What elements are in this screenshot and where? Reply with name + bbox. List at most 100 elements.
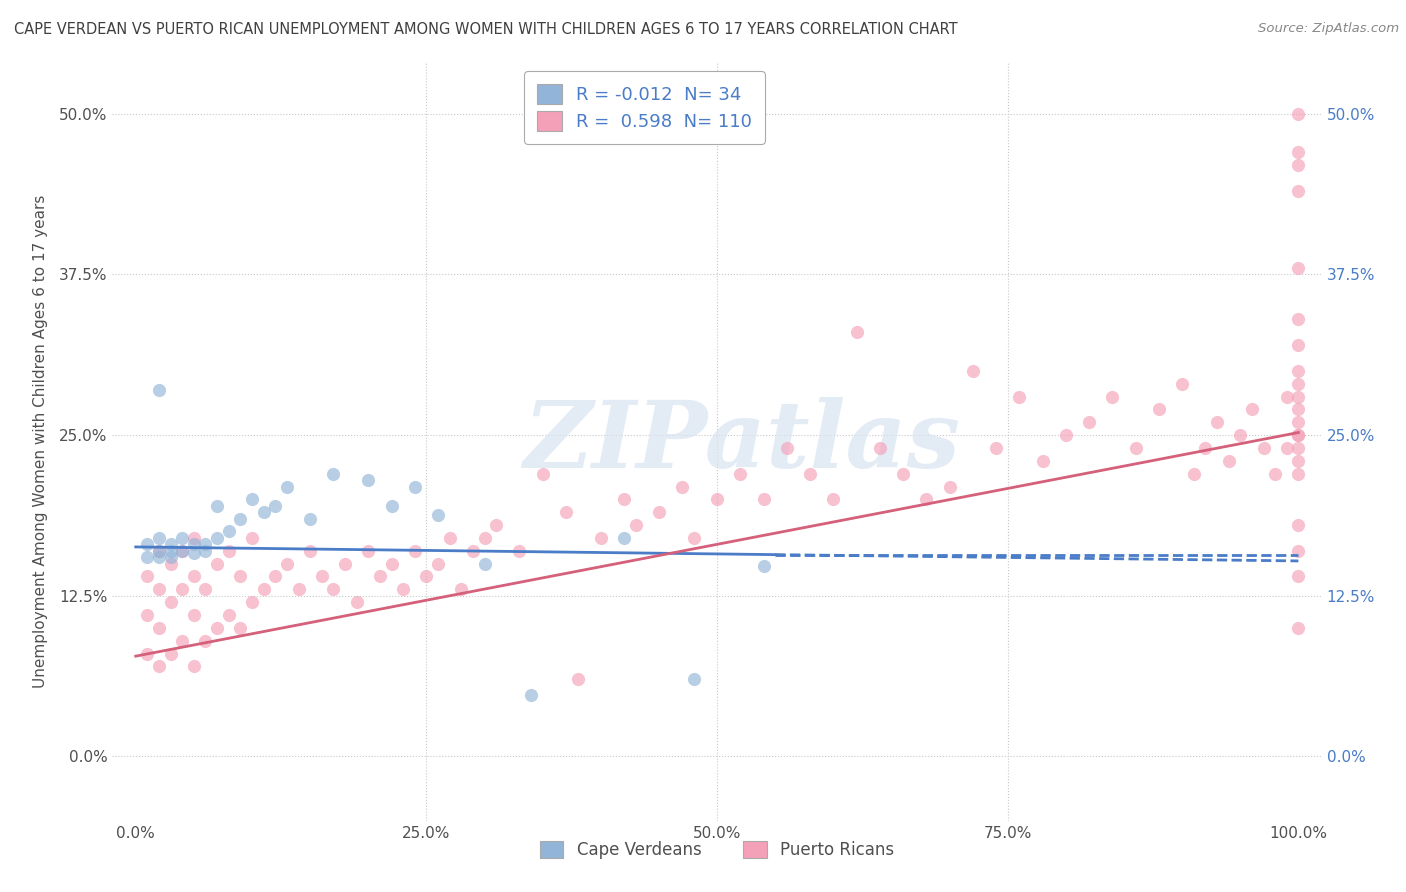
Point (1125, 441, 1147, 455)
Point (1286, 390, 1309, 404)
Point (299, 511, 322, 525)
Point (136, 537, 159, 551)
Point (136, 647, 159, 661)
Point (240, 531, 263, 545)
Point (183, 546, 205, 560)
Point (218, 543, 240, 558)
Point (183, 607, 205, 622)
Point (1286, 428, 1309, 442)
Point (287, 582, 309, 597)
Point (172, 543, 194, 558)
Point (1286, 543, 1309, 558)
Point (1286, 467, 1309, 481)
Point (148, 582, 170, 597)
Point (439, 531, 461, 545)
Point (1286, 107, 1309, 121)
Point (136, 550, 159, 565)
Point (1206, 415, 1229, 429)
Point (183, 531, 205, 545)
Point (346, 595, 368, 609)
Point (322, 582, 344, 597)
Point (159, 537, 181, 551)
Point (172, 582, 194, 597)
Point (194, 633, 217, 648)
Point (148, 659, 170, 673)
Point (624, 518, 647, 533)
Point (1229, 428, 1251, 442)
Point (567, 673, 589, 687)
Point (159, 557, 181, 571)
Point (1286, 569, 1309, 583)
Point (404, 479, 426, 493)
Point (357, 543, 380, 558)
Point (299, 543, 322, 558)
Point (1286, 338, 1309, 352)
Point (427, 508, 450, 522)
Point (1286, 428, 1309, 442)
Point (1286, 184, 1309, 198)
Point (1286, 415, 1309, 429)
Point (1286, 621, 1309, 635)
Point (1182, 467, 1205, 481)
Point (1218, 454, 1240, 468)
Point (485, 518, 508, 533)
Point (183, 659, 205, 673)
Point (148, 543, 170, 558)
Point (1286, 376, 1309, 391)
Point (823, 492, 845, 507)
Point (333, 557, 356, 571)
Point (1286, 158, 1309, 172)
Point (159, 543, 181, 558)
Point (240, 492, 263, 507)
Point (938, 479, 960, 493)
Point (148, 383, 170, 397)
Point (205, 557, 228, 571)
Point (1286, 364, 1309, 378)
Point (461, 543, 484, 558)
Point (682, 531, 704, 545)
Point (392, 582, 415, 597)
Point (845, 326, 868, 340)
Point (229, 621, 252, 635)
Point (554, 505, 576, 519)
Point (159, 550, 181, 565)
Point (474, 557, 496, 571)
Point (218, 607, 240, 622)
Y-axis label: Unemployment Among Women with Children Ages 6 to 17 years: Unemployment Among Women with Children A… (32, 194, 48, 689)
Point (706, 492, 728, 507)
Point (682, 673, 704, 687)
Point (229, 569, 252, 583)
Point (172, 543, 194, 558)
Point (1275, 390, 1298, 404)
Point (183, 569, 205, 583)
Point (915, 492, 938, 507)
Point (450, 582, 472, 597)
Point (252, 582, 274, 597)
Point (264, 499, 287, 513)
Point (1078, 415, 1101, 429)
Point (205, 621, 228, 635)
Point (276, 479, 298, 493)
Point (311, 569, 333, 583)
Point (1286, 518, 1309, 533)
Point (752, 559, 775, 574)
Point (1286, 441, 1309, 455)
Point (1253, 441, 1275, 455)
Point (148, 543, 170, 558)
Point (252, 505, 274, 519)
Point (148, 621, 170, 635)
Point (183, 537, 205, 551)
Point (148, 531, 170, 545)
Point (264, 569, 287, 583)
Point (322, 467, 344, 481)
Point (508, 543, 530, 558)
Point (172, 531, 194, 545)
Point (984, 441, 1007, 455)
Point (1286, 402, 1309, 417)
Point (1275, 441, 1298, 455)
Point (218, 524, 240, 539)
Point (1264, 467, 1286, 481)
Point (1171, 376, 1194, 391)
Point (404, 543, 426, 558)
Point (520, 688, 543, 702)
